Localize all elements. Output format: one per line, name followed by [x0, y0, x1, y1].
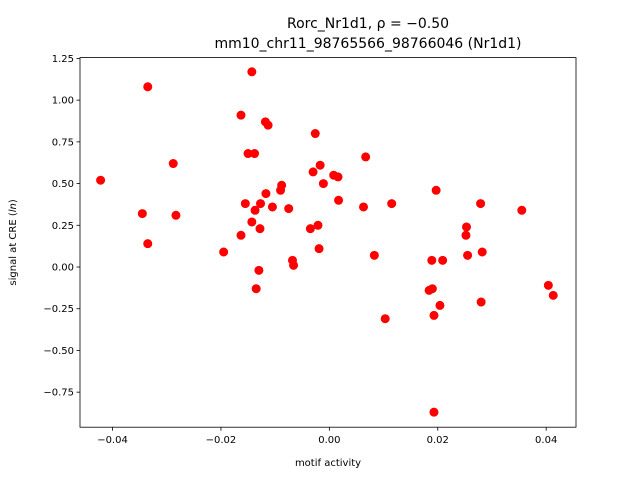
scatter-point — [143, 82, 153, 92]
scatter-point — [438, 255, 448, 265]
scatter-point — [277, 180, 287, 190]
scatter-point — [477, 247, 487, 257]
scatter-point — [427, 284, 437, 294]
scatter-point — [289, 260, 299, 270]
scatter-point — [143, 239, 153, 249]
scatter-point — [313, 220, 323, 230]
scatter-point — [435, 300, 445, 310]
scatter-point — [236, 110, 246, 120]
scatter-point — [314, 244, 324, 254]
scatter-point — [256, 199, 266, 209]
x-tick-label: −0.04 — [97, 435, 128, 446]
scatter-point — [250, 149, 260, 159]
scatter-point — [380, 314, 390, 324]
y-tick-label: 0.25 — [52, 221, 74, 232]
scatter-point — [476, 297, 486, 307]
scatter-point — [96, 175, 106, 185]
x-tick-label: 0.02 — [427, 435, 449, 446]
x-tick-label: −0.02 — [206, 435, 237, 446]
y-tick-label: 0.50 — [52, 179, 74, 190]
scatter-point — [254, 265, 264, 275]
scatter-point — [431, 185, 441, 195]
scatter-point — [305, 224, 315, 234]
scatter-point — [267, 202, 277, 212]
scatter-point — [369, 250, 379, 260]
scatter-point — [284, 204, 294, 214]
scatter-point — [251, 284, 261, 294]
scatter-point — [137, 209, 147, 219]
scatter-point — [427, 255, 437, 265]
y-axis-label-text: signal at CRE ( — [8, 212, 19, 285]
scatter-point — [310, 129, 320, 139]
scatter-point — [219, 247, 229, 257]
scatter-point — [318, 179, 328, 189]
scatter-point — [463, 250, 473, 260]
y-tick-label: 1.00 — [52, 96, 74, 107]
scatter-point — [543, 280, 553, 290]
y-axis-ticks: −0.75 −0.50 −0.25 0.00 0.25 0.50 0.75 1.00 1.25 — [43, 54, 80, 399]
y-tick-label: −0.25 — [43, 304, 74, 315]
scatter-point — [255, 224, 265, 234]
x-axis-label: motif activity — [295, 458, 361, 469]
scatter-point — [333, 172, 343, 182]
scatter-point — [387, 199, 397, 209]
scatter-point — [548, 290, 558, 300]
chart-title-line1: Rorc_Nr1d1, ρ = −0.50 — [287, 16, 449, 32]
y-axis-label-end: ) — [8, 199, 19, 203]
chart-title-line2: mm10_chr11_98765566_98766046 (Nr1d1) — [214, 36, 521, 52]
y-axis-label: signal at CRE (ln) — [8, 199, 19, 285]
scatter-point — [334, 195, 344, 205]
scatter-point — [247, 67, 257, 77]
scatter-point — [429, 310, 439, 320]
x-tick-label: 0.04 — [535, 435, 557, 446]
y-tick-label: 0.00 — [52, 263, 74, 274]
scatter-point — [261, 189, 271, 199]
scatter-point — [517, 205, 527, 215]
y-axis-label-italic: ln — [8, 203, 19, 212]
scatter-point — [359, 202, 369, 212]
y-tick-label: 1.25 — [52, 54, 74, 65]
scatter-point — [250, 205, 260, 215]
plot-frame — [79, 57, 577, 428]
scatter-point — [263, 120, 273, 130]
data-points — [96, 67, 558, 417]
scatter-point — [168, 159, 178, 169]
x-axis-ticks: −0.04 −0.02 0.00 0.02 0.04 — [97, 427, 557, 446]
y-tick-label: 0.75 — [52, 137, 74, 148]
scatter-point — [308, 167, 318, 177]
scatter-point — [171, 210, 181, 220]
scatter-point — [476, 199, 486, 209]
scatter-point — [361, 152, 371, 162]
scatter-point — [315, 160, 325, 170]
scatter-point — [461, 230, 471, 240]
y-tick-label: −0.75 — [43, 388, 74, 399]
scatter-point — [429, 407, 439, 417]
y-tick-label: −0.50 — [43, 346, 74, 357]
scatter-point — [240, 199, 250, 209]
scatter-point — [236, 230, 246, 240]
x-tick-label: 0.00 — [318, 435, 340, 446]
scatter-point — [247, 217, 257, 227]
scatter-point — [462, 222, 472, 232]
